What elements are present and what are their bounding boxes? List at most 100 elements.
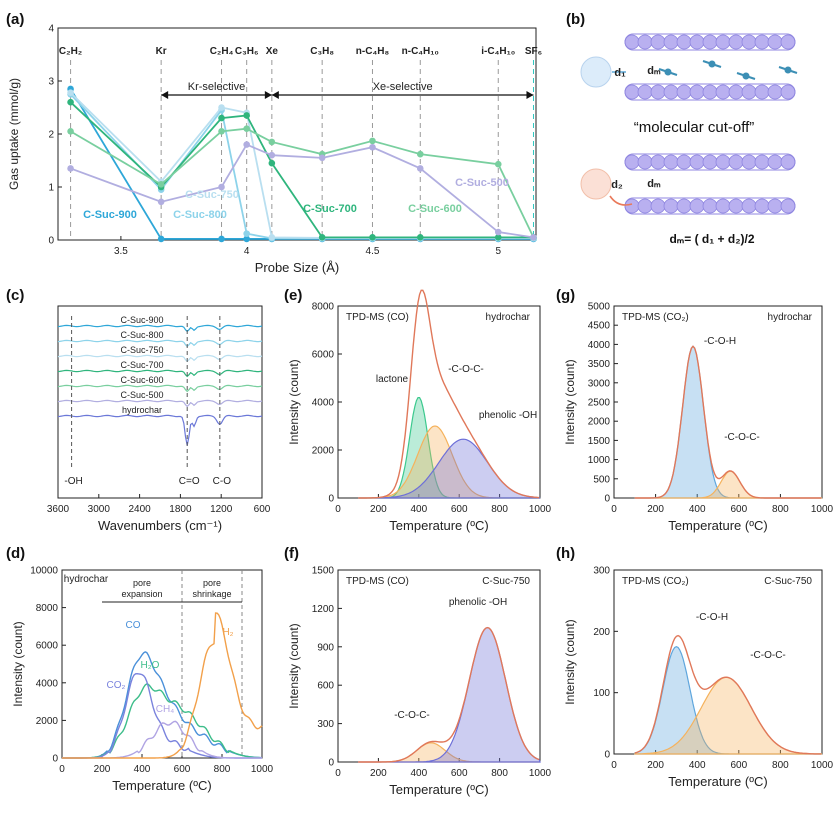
x-tick-label: 600: [451, 504, 468, 515]
y-tick-label: 100: [593, 688, 610, 699]
x-tick-label: 0: [611, 760, 617, 771]
y-tick-label: 8000: [312, 302, 335, 313]
ftir-spectrum: [57, 339, 263, 348]
panel-label-a: (a): [6, 11, 24, 28]
y-tick-label: 4000: [36, 678, 59, 689]
y-tick-label: 0: [604, 494, 610, 505]
series-label: CO₂: [107, 680, 126, 691]
chart-h: 0 200 400 600 800 1000 0 100 200 300 Temperature (…: [563, 566, 834, 790]
dm-formula: dₘ= ( d₁ + d₂)/2: [669, 232, 754, 246]
arrow-head: [264, 91, 272, 99]
panel-label-f: (f): [284, 545, 299, 562]
data-point: [157, 235, 165, 243]
membrane-bead: [650, 154, 666, 170]
probe-molecule-large: [580, 168, 612, 200]
y-tick-label: 300: [317, 719, 334, 730]
panel-label-e: (e): [284, 287, 302, 304]
membrane-bead: [689, 84, 705, 100]
data-point: [67, 89, 74, 96]
chart-f: 0 200 400 600 800 1000 0 300 600 900 1200 1500 Tempe…: [287, 566, 552, 798]
dm-label: dₘ: [647, 178, 661, 190]
y-tick-label: 10000: [30, 566, 58, 577]
series-label: C-Suc-600: [408, 203, 462, 215]
x-axis-label: Temperature (ºC): [112, 778, 211, 793]
chart-subtitle: C-Suc-750: [482, 576, 530, 587]
series-line: [62, 672, 262, 759]
data-point: [218, 183, 225, 191]
membrane-bead: [715, 154, 731, 170]
ftir-spectrum: [57, 324, 263, 333]
panel-label-h: (h): [556, 545, 575, 562]
x-tick-label: 800: [772, 760, 789, 771]
data-point: [243, 141, 250, 148]
x-tick-label: 1800: [169, 504, 192, 515]
series-label: C-Suc-700: [303, 203, 357, 215]
x-tick-label: 600: [451, 768, 468, 779]
x-tick-label: 400: [410, 504, 427, 515]
probe-gas-label: SF₆: [525, 46, 542, 57]
band-label: C-O: [213, 476, 232, 487]
component-label: -C-O-C-: [448, 364, 484, 375]
panel-label-c: (c): [6, 287, 24, 304]
data-point: [318, 154, 326, 162]
region-label: shrinkage: [192, 589, 231, 599]
membrane-bead: [741, 84, 757, 100]
region-label: Kr-selective: [188, 81, 245, 93]
x-tick-label: 0: [611, 504, 617, 515]
membrane-bead: [741, 198, 757, 214]
x-tick-label: 0: [335, 504, 341, 515]
panel-label-d: (d): [6, 545, 25, 562]
x-tick-label: 200: [647, 504, 664, 515]
component-label: phenolic -OH: [449, 597, 507, 608]
y-axis-label: Intensity (count): [11, 621, 25, 706]
component-label: -C-O-H: [696, 612, 728, 623]
x-tick-label: 2400: [128, 504, 151, 515]
probe-gas-label: C₃H₆: [235, 46, 259, 57]
spectrum-label: C-Suc-700: [120, 360, 163, 370]
component-label: -C-O-H: [704, 336, 736, 347]
membrane-bead: [728, 34, 744, 50]
chart-subtitle: hydrochar: [768, 312, 813, 323]
y-tick-label: 2500: [588, 398, 611, 409]
x-tick-label: 1000: [529, 504, 552, 515]
data-point: [218, 104, 225, 111]
molecule-bond: [736, 72, 756, 80]
x-tick-label: 600: [174, 764, 191, 775]
y-tick-label: 4000: [312, 398, 335, 409]
data-point: [67, 165, 74, 172]
chart-e: 0 200 400 600 800 1000 0 2000 4000 6000 8000 Temper…: [287, 289, 552, 533]
band-label: C=O: [179, 476, 200, 487]
component-label: lactone: [376, 374, 409, 385]
data-point: [416, 150, 424, 158]
data-point: [494, 234, 502, 241]
x-tick-label: 1200: [210, 504, 233, 515]
plot-frame: [613, 305, 823, 499]
data-point: [369, 143, 376, 151]
membrane-bead: [741, 34, 757, 50]
membrane-bead: [689, 154, 705, 170]
chart-d: 0 200 400 600 800 10000200040006000800010000T…: [11, 566, 274, 794]
x-tick-label: 1000: [811, 504, 834, 515]
probe-gas-label: n-C₄H₁₀: [402, 46, 439, 57]
x-tick-label: 0: [335, 768, 341, 779]
chart-title: TPD-MS (CO₂): [622, 576, 689, 587]
data-point: [369, 137, 376, 145]
membrane-outline: [624, 197, 796, 215]
x-axis-label: Temperature (ºC): [668, 518, 767, 533]
chart-title: hydrochar: [64, 574, 109, 585]
molecular-cutoff-caption: “molecular cut-off”: [634, 119, 755, 136]
data-point: [157, 198, 165, 206]
probe-gas-label: C₂H₄: [210, 46, 234, 57]
band-label: -OH: [64, 476, 82, 487]
membrane-bead: [650, 34, 666, 50]
membrane-bead: [702, 34, 718, 50]
membrane-bead: [702, 154, 718, 170]
membrane-outline: [624, 83, 796, 101]
x-tick-label: 3.5: [114, 246, 128, 257]
panel-label-b: (b): [566, 11, 585, 28]
component-label: -C-O-C-: [750, 650, 786, 661]
y-tick-label: 3000: [588, 378, 611, 389]
y-tick-label: 2: [48, 130, 54, 141]
x-tick-label: 800: [491, 768, 508, 779]
probe-molecule-small: [580, 56, 612, 88]
